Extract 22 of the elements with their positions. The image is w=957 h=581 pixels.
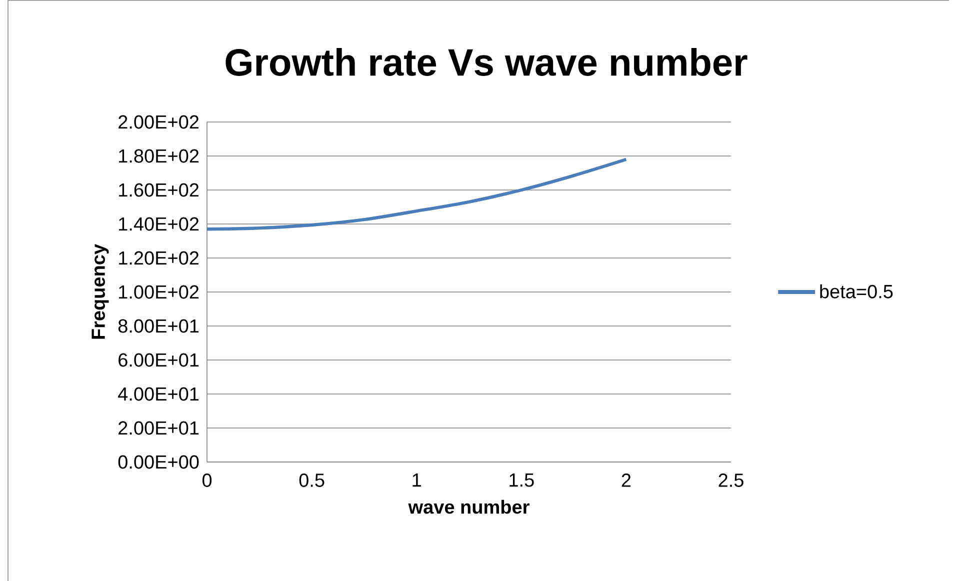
line-series	[207, 158, 628, 231]
y-tick-label: 0.00E+00	[118, 455, 199, 469]
x-tick-label: 0	[202, 474, 212, 487]
x-tick-label: 0.5	[299, 474, 324, 487]
y-tick-label: 6.00E+01	[118, 353, 199, 367]
y-tick-label: 1.60E+02	[119, 183, 199, 197]
x-tick-label: 1	[412, 474, 421, 487]
x-axis-title: wave number	[408, 500, 530, 514]
x-tick-label: 2	[622, 474, 631, 487]
chart-title: Growth rate Vs wave number	[226, 48, 748, 76]
y-tick-label: 1.80E+02	[119, 149, 199, 163]
x-tick-label: 2.5	[718, 474, 744, 487]
y-tick-label: 2.00E+02	[118, 115, 199, 129]
legend-label: beta=0.5	[820, 284, 893, 298]
x-tick-label: 1.5	[510, 474, 534, 487]
y-tick-label: 1.00E+02	[119, 285, 199, 299]
y-tick-label: 8.00E+01	[118, 319, 199, 333]
y-tick-label: 4.00E+01	[118, 387, 199, 401]
y-tick-label: 1.40E+02	[119, 217, 199, 231]
y-axis-title: Frequency	[92, 244, 109, 339]
y-tick-label: 1.20E+02	[119, 251, 199, 265]
y-tick-label: 2.00E+01	[118, 421, 199, 435]
